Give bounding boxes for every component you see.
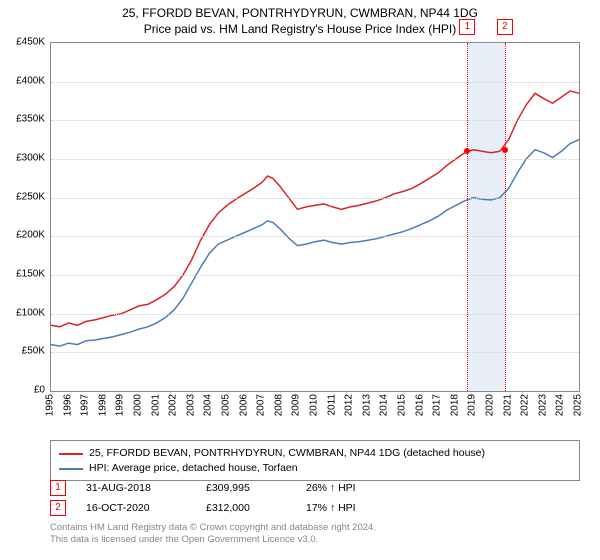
x-axis-label: 2005 — [221, 394, 232, 416]
legend-row: 25, FFORDD BEVAN, PONTRHYDYRUN, CWMBRAN,… — [59, 446, 571, 461]
x-axis-label: 2021 — [502, 394, 513, 416]
y-axis-label: £450K — [16, 37, 45, 48]
sale-event-delta: 17% ↑ HPI — [306, 502, 386, 514]
legend-swatch — [59, 468, 83, 470]
x-axis-label: 2012 — [344, 394, 355, 416]
gridline — [51, 275, 579, 276]
x-axis-label: 2001 — [150, 394, 161, 416]
chart-area: 12 £0£50K£100K£150K£200K£250K£300K£350K£… — [50, 42, 580, 392]
x-axis-label: 2013 — [361, 394, 372, 416]
y-axis-label: £350K — [16, 114, 45, 125]
title-line-1: 25, FFORDD BEVAN, PONTRHYDYRUN, CWMBRAN,… — [0, 6, 600, 20]
series-line — [51, 91, 579, 327]
footer-line-1: Contains HM Land Registry data © Crown c… — [50, 522, 580, 534]
x-axis-label: 2008 — [273, 394, 284, 416]
x-axis-label: 2018 — [449, 394, 460, 416]
gridline — [51, 159, 579, 160]
sale-event-date: 31-AUG-2018 — [86, 482, 186, 494]
sale-event-badge: 1 — [50, 480, 66, 496]
y-axis-label: £300K — [16, 153, 45, 164]
gridline — [51, 82, 579, 83]
footer-line-2: This data is licensed under the Open Gov… — [50, 534, 580, 546]
x-axis-label: 2003 — [185, 394, 196, 416]
y-axis-label: £400K — [16, 75, 45, 86]
series-line — [51, 140, 579, 346]
footer-attribution: Contains HM Land Registry data © Crown c… — [50, 522, 580, 546]
sale-event-row: 1 31-AUG-2018 £309,995 26% ↑ HPI — [50, 480, 580, 496]
x-axis-label: 2023 — [537, 394, 548, 416]
x-axis-label: 2025 — [573, 394, 584, 416]
x-axis-label: 2007 — [256, 394, 267, 416]
x-axis-label: 2011 — [326, 394, 337, 416]
gridline — [51, 198, 579, 199]
sale-event-price: £309,995 — [206, 482, 286, 494]
sale-event-delta: 26% ↑ HPI — [306, 482, 386, 494]
gridline — [51, 352, 579, 353]
x-axis-label: 2002 — [168, 394, 179, 416]
gridline — [51, 314, 579, 315]
x-axis-label: 1995 — [45, 394, 56, 416]
x-axis-label: 1998 — [97, 394, 108, 416]
sale-event-row: 2 16-OCT-2020 £312,000 17% ↑ HPI — [50, 500, 580, 516]
sale-event-price: £312,000 — [206, 502, 286, 514]
y-axis-label: £200K — [16, 230, 45, 241]
legend-label: HPI: Average price, detached house, Torf… — [89, 461, 298, 476]
x-axis-label: 2004 — [203, 394, 214, 416]
x-axis-label: 2010 — [309, 394, 320, 416]
x-axis-label: 2014 — [379, 394, 390, 416]
y-axis-label: £0 — [34, 385, 45, 396]
x-axis-label: 2016 — [414, 394, 425, 416]
x-axis-label: 2020 — [485, 394, 496, 416]
x-axis-label: 1997 — [80, 394, 91, 416]
x-axis-label: 2019 — [467, 394, 478, 416]
x-axis-label: 1996 — [62, 394, 73, 416]
y-axis-label: £150K — [16, 269, 45, 280]
x-axis-label: 2015 — [397, 394, 408, 416]
event-vline — [505, 43, 506, 391]
sale-event-badge: 2 — [50, 500, 66, 516]
x-axis-label: 2024 — [555, 394, 566, 416]
event-vline — [467, 43, 468, 391]
legend-label: 25, FFORDD BEVAN, PONTRHYDYRUN, CWMBRAN,… — [89, 446, 485, 461]
event-dot — [464, 148, 470, 154]
y-axis-label: £100K — [16, 307, 45, 318]
x-axis-label: 2017 — [432, 394, 443, 416]
x-axis-label: 2000 — [133, 394, 144, 416]
x-axis-label: 2022 — [520, 394, 531, 416]
x-axis-label: 2009 — [291, 394, 302, 416]
gridline — [51, 120, 579, 121]
event-marker-badge: 2 — [497, 19, 513, 35]
x-axis-label: 1999 — [115, 394, 126, 416]
sale-events-block: 1 31-AUG-2018 £309,995 26% ↑ HPI 2 16-OCT-202… — [50, 480, 580, 520]
plot-region: 12 — [50, 42, 580, 392]
chart-container: 25, FFORDD BEVAN, PONTRHYDYRUN, CWMBRAN,… — [0, 0, 600, 560]
legend-box: 25, FFORDD BEVAN, PONTRHYDYRUN, CWMBRAN,… — [50, 440, 580, 481]
sale-event-date: 16-OCT-2020 — [86, 502, 186, 514]
y-axis-label: £250K — [16, 191, 45, 202]
x-axis-label: 2006 — [238, 394, 249, 416]
event-marker-badge: 1 — [459, 19, 475, 35]
event-dot — [502, 147, 508, 153]
y-axis-label: £50K — [22, 346, 45, 357]
lines-svg — [51, 43, 579, 391]
legend-row: HPI: Average price, detached house, Torf… — [59, 461, 571, 476]
gridline — [51, 236, 579, 237]
legend-swatch — [59, 453, 83, 455]
